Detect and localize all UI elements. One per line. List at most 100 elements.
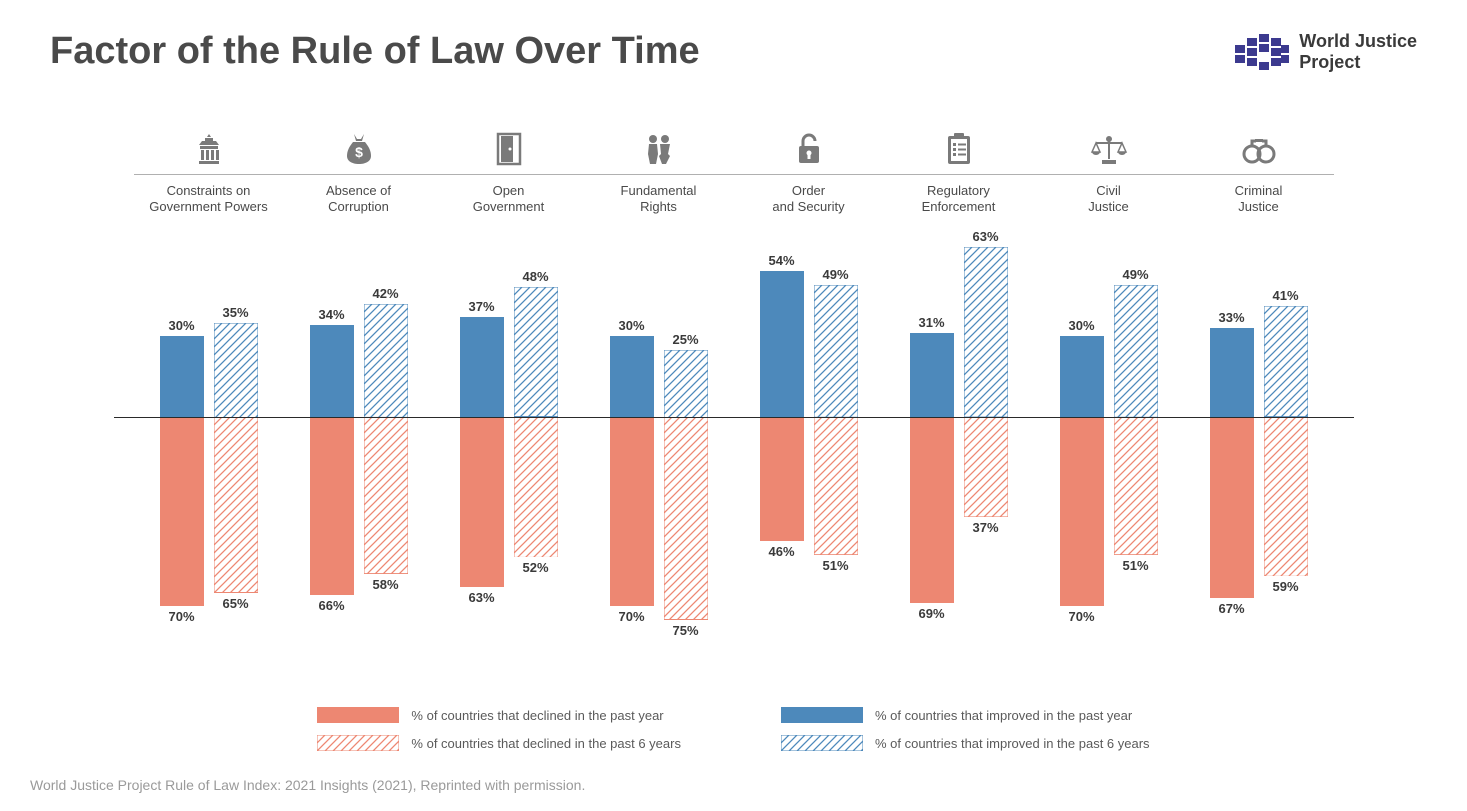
bar-label: 31% xyxy=(910,315,954,330)
factor-label-col: Orderand Security xyxy=(734,183,884,217)
bar-improved-y6 xyxy=(214,323,258,418)
header-divider xyxy=(134,174,1334,175)
bar-improved-y6 xyxy=(1114,285,1158,417)
bar-label: 30% xyxy=(1060,318,1104,333)
bar-label: 33% xyxy=(1210,310,1254,325)
factor-label-col: Constraints onGovernment Powers xyxy=(134,183,284,217)
factor-icon-col: $ xyxy=(284,124,434,170)
factor-label: Orderand Security xyxy=(772,183,844,217)
bar-label: 35% xyxy=(214,305,258,320)
bar-label: 49% xyxy=(814,267,858,282)
legend-label: % of countries that improved in the past… xyxy=(875,708,1132,723)
bar-label: 51% xyxy=(814,558,858,573)
bar-label: 46% xyxy=(760,544,804,559)
bar-declined-y6 xyxy=(964,417,1008,517)
factor-label-col: CriminalJustice xyxy=(1184,183,1334,217)
bar-label: 70% xyxy=(1060,609,1104,624)
bar-improved-y1 xyxy=(910,333,954,417)
bar-label: 67% xyxy=(1210,601,1254,616)
moneybag-icon: $ xyxy=(344,124,374,166)
factor-label-col: CivilJustice xyxy=(1034,183,1184,217)
bar-improved-y6 xyxy=(1264,306,1308,417)
bar-label: 42% xyxy=(364,286,408,301)
factor-label: Constraints onGovernment Powers xyxy=(149,183,268,217)
bar-improved-y6 xyxy=(664,350,708,418)
bar-improved-y6 xyxy=(964,247,1008,417)
bar-improved-y6 xyxy=(814,285,858,417)
bar-declined-y1 xyxy=(310,417,354,595)
bar-label: 66% xyxy=(310,598,354,613)
bar-group: 30%70%49%51% xyxy=(1034,247,1184,657)
factor-label-col: OpenGovernment xyxy=(434,183,584,217)
legend-declined-y6: % of countries that declined in the past… xyxy=(317,735,681,751)
factor-label: OpenGovernment xyxy=(473,183,545,217)
bar-improved-y1 xyxy=(160,336,204,417)
bar-declined-y1 xyxy=(1210,417,1254,598)
bar-improved-y6 xyxy=(514,287,558,417)
bar-declined-y6 xyxy=(664,417,708,620)
lock-icon xyxy=(794,124,824,166)
bar-declined-y6 xyxy=(814,417,858,555)
bar-group: 37%63%48%52% xyxy=(434,247,584,657)
swatch-declined-hatch-icon xyxy=(317,735,399,751)
legend-declined-y1: % of countries that declined in the past… xyxy=(317,707,681,723)
bar-improved-y1 xyxy=(1060,336,1104,417)
bar-improved-y1 xyxy=(460,317,504,417)
chart-baseline xyxy=(114,417,1354,418)
bar-label: 51% xyxy=(1114,558,1158,573)
legend-improved-y1: % of countries that improved in the past… xyxy=(781,707,1150,723)
bar-improved-y6 xyxy=(364,304,408,417)
legend-col-improved: % of countries that improved in the past… xyxy=(781,707,1150,751)
globe-bars-icon xyxy=(1235,30,1289,74)
bar-label: 30% xyxy=(610,318,654,333)
bar-group: 30% 70% 25% 75% xyxy=(584,247,734,657)
factor-label-col: RegulatoryEnforcement xyxy=(884,183,1034,217)
bar-declined-y6 xyxy=(514,417,558,557)
factor-label: Absence ofCorruption xyxy=(326,183,391,217)
bar-improved-y1 xyxy=(610,336,654,417)
legend-col-declined: % of countries that declined in the past… xyxy=(317,707,681,751)
bar-label: 37% xyxy=(460,299,504,314)
bar-label: 63% xyxy=(460,590,504,605)
scales-icon xyxy=(1090,124,1128,166)
page-title: Factor of the Rule of Law Over Time xyxy=(50,30,700,73)
logo: World Justice Project xyxy=(1235,30,1417,74)
legend-label: % of countries that improved in the past… xyxy=(875,736,1150,751)
factor-label-col: FundamentalRights xyxy=(584,183,734,217)
factor-icon-col xyxy=(1184,124,1334,170)
factor-icon-col xyxy=(884,124,1034,170)
bar-declined-y1 xyxy=(1060,417,1104,606)
factor-icon-col xyxy=(584,124,734,170)
legend: % of countries that declined in the past… xyxy=(134,707,1334,751)
bar-label: 58% xyxy=(364,577,408,592)
bar-declined-y1 xyxy=(760,417,804,541)
bar-group: 34% 66% 42% 58% xyxy=(284,247,434,657)
factor-label: RegulatoryEnforcement xyxy=(922,183,996,217)
bar-group: 30%70%35%65% xyxy=(134,247,284,657)
bar-declined-y1 xyxy=(460,417,504,587)
factor-label: CriminalJustice xyxy=(1235,183,1283,217)
bar-label: 70% xyxy=(610,609,654,624)
bar-label: 48% xyxy=(514,269,558,284)
bar-label: 34% xyxy=(310,307,354,322)
header: Factor of the Rule of Law Over Time Worl… xyxy=(50,30,1417,74)
bar-label: 54% xyxy=(760,253,804,268)
factor-icon-col xyxy=(1034,124,1184,170)
bar-label: 65% xyxy=(214,596,258,611)
legend-label: % of countries that declined in the past… xyxy=(411,708,663,723)
factor-label: FundamentalRights xyxy=(621,183,697,217)
bar-declined-y1 xyxy=(160,417,204,606)
bar-group: 54% 46% 49% 51% xyxy=(734,247,884,657)
bar-label: 70% xyxy=(160,609,204,624)
door-icon xyxy=(496,124,522,166)
people-icon xyxy=(644,124,674,166)
svg-text:$: $ xyxy=(355,144,363,160)
factor-icon-col xyxy=(134,124,284,170)
bar-declined-y6 xyxy=(364,417,408,574)
bar-label: 25% xyxy=(664,332,708,347)
swatch-declined-solid-icon xyxy=(317,707,399,723)
bar-group: 31%69%63%37% xyxy=(884,247,1034,657)
bar-label: 41% xyxy=(1264,288,1308,303)
bar-declined-y6 xyxy=(214,417,258,593)
bar-label: 75% xyxy=(664,623,708,638)
